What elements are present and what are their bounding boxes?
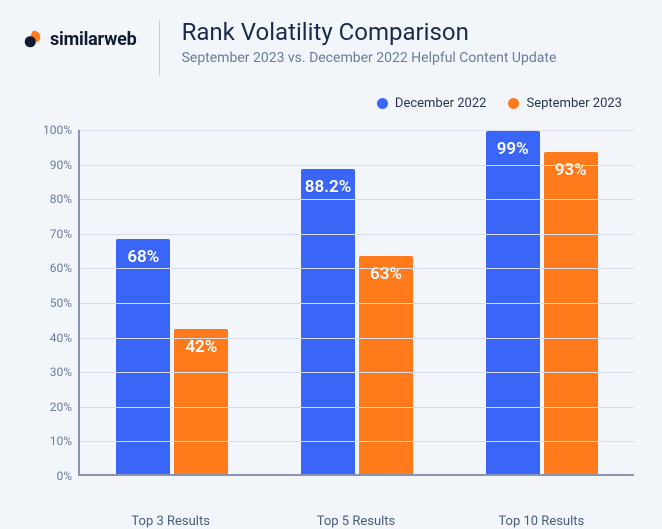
gridline [80, 199, 634, 200]
bar-value-label: 42% [185, 337, 217, 357]
x-axis-labels-wrap: Top 3 ResultsTop 5 ResultsTop 10 Results [34, 483, 634, 503]
similarweb-icon [22, 28, 44, 50]
x-axis-labels: Top 3 ResultsTop 5 ResultsTop 10 Results [78, 514, 634, 529]
bar: 88.2% [301, 169, 355, 474]
plot-area: 68% 42% 88.2% 63% 99% 93% [78, 130, 634, 476]
legend-label: December 2022 [395, 96, 487, 111]
brand-name: similarweb [50, 29, 137, 50]
bar-value-label: 93% [555, 160, 587, 180]
header-divider [159, 20, 160, 76]
bar-value-label: 88.2% [305, 177, 352, 197]
x-tick-label: Top 5 Results [263, 514, 448, 529]
chart-subtitle: September 2023 vs. December 2022 Helpful… [182, 50, 557, 66]
bar-group: 88.2% 63% [265, 130, 450, 474]
bar-group: 68% 42% [80, 130, 265, 474]
y-tick-label: 40% [34, 331, 72, 345]
bar: 42% [174, 329, 228, 474]
bar: 68% [116, 239, 170, 474]
bar-value-label: 99% [497, 139, 529, 159]
y-tick-label: 50% [34, 296, 72, 310]
bar: 93% [544, 152, 598, 474]
chart-card: similarweb Rank Volatility Comparison Se… [0, 0, 662, 521]
gridline [80, 130, 634, 131]
gridline [80, 165, 634, 166]
legend-dot-icon [377, 98, 388, 109]
bar-group: 99% 93% [449, 130, 634, 474]
gridline [80, 303, 634, 304]
gridline [80, 338, 634, 339]
y-tick-label: 30% [34, 365, 72, 379]
bar-groups: 68% 42% 88.2% 63% 99% 93% [80, 130, 634, 474]
gridline [80, 372, 634, 373]
titles: Rank Volatility Comparison September 202… [182, 18, 557, 66]
gridline [80, 234, 634, 235]
legend-item: September 2023 [508, 96, 622, 111]
y-tick-label: 100% [34, 123, 72, 137]
y-tick-label: 0% [34, 469, 72, 483]
gridline [80, 268, 634, 269]
x-tick-label: Top 3 Results [78, 514, 263, 529]
gridline [80, 441, 634, 442]
y-tick-label: 20% [34, 400, 72, 414]
bar-value-label: 63% [370, 264, 402, 284]
legend-label: September 2023 [526, 96, 622, 111]
y-tick-label: 80% [34, 192, 72, 206]
legend-item: December 2022 [377, 96, 487, 111]
legend: December 2022 September 2023 [377, 96, 622, 111]
chart-title: Rank Volatility Comparison [182, 18, 557, 46]
x-tick-label: Top 10 Results [449, 514, 634, 529]
header: similarweb Rank Volatility Comparison Se… [22, 18, 640, 76]
bar-value-label: 68% [127, 247, 159, 267]
chart-area: 68%42%88.2%63%99%93% 0%10%20%30%40%50%60… [34, 130, 634, 476]
y-tick-label: 90% [34, 158, 72, 172]
gridline [80, 407, 634, 408]
legend-dot-icon [508, 98, 519, 109]
brand-logo: similarweb [22, 18, 137, 50]
y-tick-label: 10% [34, 434, 72, 448]
y-tick-label: 60% [34, 261, 72, 275]
y-tick-label: 70% [34, 227, 72, 241]
